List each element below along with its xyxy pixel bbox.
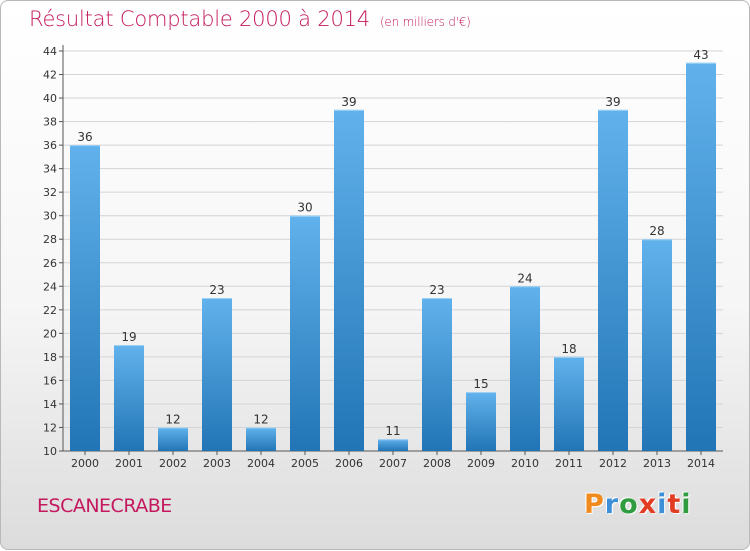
bar-value-label: 15 — [473, 377, 488, 391]
bar-value-label: 18 — [561, 342, 576, 356]
bar — [686, 62, 716, 451]
logo-letter: x — [638, 489, 658, 520]
bar — [642, 239, 672, 451]
logo-letter: t — [667, 489, 682, 520]
y-tick-label: 18 — [43, 351, 57, 364]
bar — [554, 356, 584, 451]
logo-letter: i — [681, 489, 692, 520]
bar-value-label: 23 — [209, 283, 224, 297]
x-tick-label: 2006 — [335, 457, 363, 470]
y-tick-label: 26 — [43, 257, 57, 270]
x-tick-label: 2005 — [291, 457, 319, 470]
y-tick-label: 22 — [43, 304, 57, 317]
bar-value-label: 24 — [517, 271, 532, 285]
bar-value-label: 11 — [385, 424, 400, 438]
x-tick-label: 2003 — [203, 457, 231, 470]
logo-letter: i — [657, 489, 668, 520]
bar — [114, 345, 144, 451]
y-tick-label: 14 — [43, 398, 57, 411]
bar — [598, 109, 628, 451]
y-tick-label: 38 — [43, 116, 57, 129]
bar-value-label: 23 — [429, 283, 444, 297]
y-tick-label: 16 — [43, 374, 57, 387]
x-tick-label: 2002 — [159, 457, 187, 470]
bar — [202, 298, 232, 451]
x-tick-label: 2001 — [115, 457, 143, 470]
bar — [158, 427, 188, 451]
x-tick-label: 2012 — [599, 457, 627, 470]
bar-value-label: 12 — [253, 412, 268, 426]
y-tick-label: 24 — [43, 280, 57, 293]
y-tick-label: 42 — [43, 69, 57, 82]
y-tick-label: 20 — [43, 327, 57, 340]
bars — [70, 62, 716, 451]
y-tick-label: 34 — [43, 163, 57, 176]
x-tick-label: 2014 — [687, 457, 715, 470]
y-tick-label: 10 — [43, 445, 57, 458]
x-tick-label: 2011 — [555, 457, 583, 470]
x-tick-label: 2004 — [247, 457, 275, 470]
title-subtitle: (en milliers d'€) — [379, 15, 471, 29]
logo-letter: P — [584, 489, 605, 520]
x-tick-label: 2010 — [511, 457, 539, 470]
chart-title: Résultat Comptable 2000 à 2014 (en millie… — [29, 7, 471, 31]
bar — [510, 286, 540, 451]
bar-value-label: 28 — [649, 224, 664, 238]
bar-value-label: 36 — [77, 130, 92, 144]
commune-name: ESCANECRABE — [37, 495, 172, 517]
x-tick-label: 2009 — [467, 457, 495, 470]
bar-value-label: 39 — [605, 95, 620, 109]
bar — [290, 215, 320, 451]
x-tick-label: 2000 — [71, 457, 99, 470]
bar — [466, 392, 496, 451]
bar-value-label: 30 — [297, 201, 312, 215]
bar — [246, 427, 276, 451]
logo-letter: o — [619, 489, 639, 520]
title-text: Résultat Comptable 2000 à 2014 — [29, 7, 370, 31]
bar — [422, 298, 452, 451]
y-tick-label: 32 — [43, 186, 57, 199]
bar — [378, 439, 408, 451]
y-tick-label: 12 — [43, 421, 57, 434]
y-tick-label: 44 — [43, 45, 57, 58]
y-tick-label: 36 — [43, 139, 57, 152]
y-tick-label: 30 — [43, 210, 57, 223]
y-tick-label: 40 — [43, 92, 57, 105]
labels: 10 12 14 16 18 20 22 24 26 28 30 32 34 36 38 40 42 44 36 20… — [43, 45, 715, 470]
proxiti-logo: Proxiti — [584, 489, 692, 520]
x-tick-label: 2008 — [423, 457, 451, 470]
x-tick-label: 2007 — [379, 457, 407, 470]
bar — [334, 109, 364, 451]
bar-value-label: 12 — [165, 412, 180, 426]
bar — [70, 145, 100, 451]
y-tick-label: 28 — [43, 233, 57, 246]
bar-value-label: 43 — [693, 48, 708, 62]
bar-value-label: 39 — [341, 95, 356, 109]
logo-letter: r — [604, 489, 620, 520]
x-tick-label: 2013 — [643, 457, 671, 470]
bar-value-label: 19 — [121, 330, 136, 344]
